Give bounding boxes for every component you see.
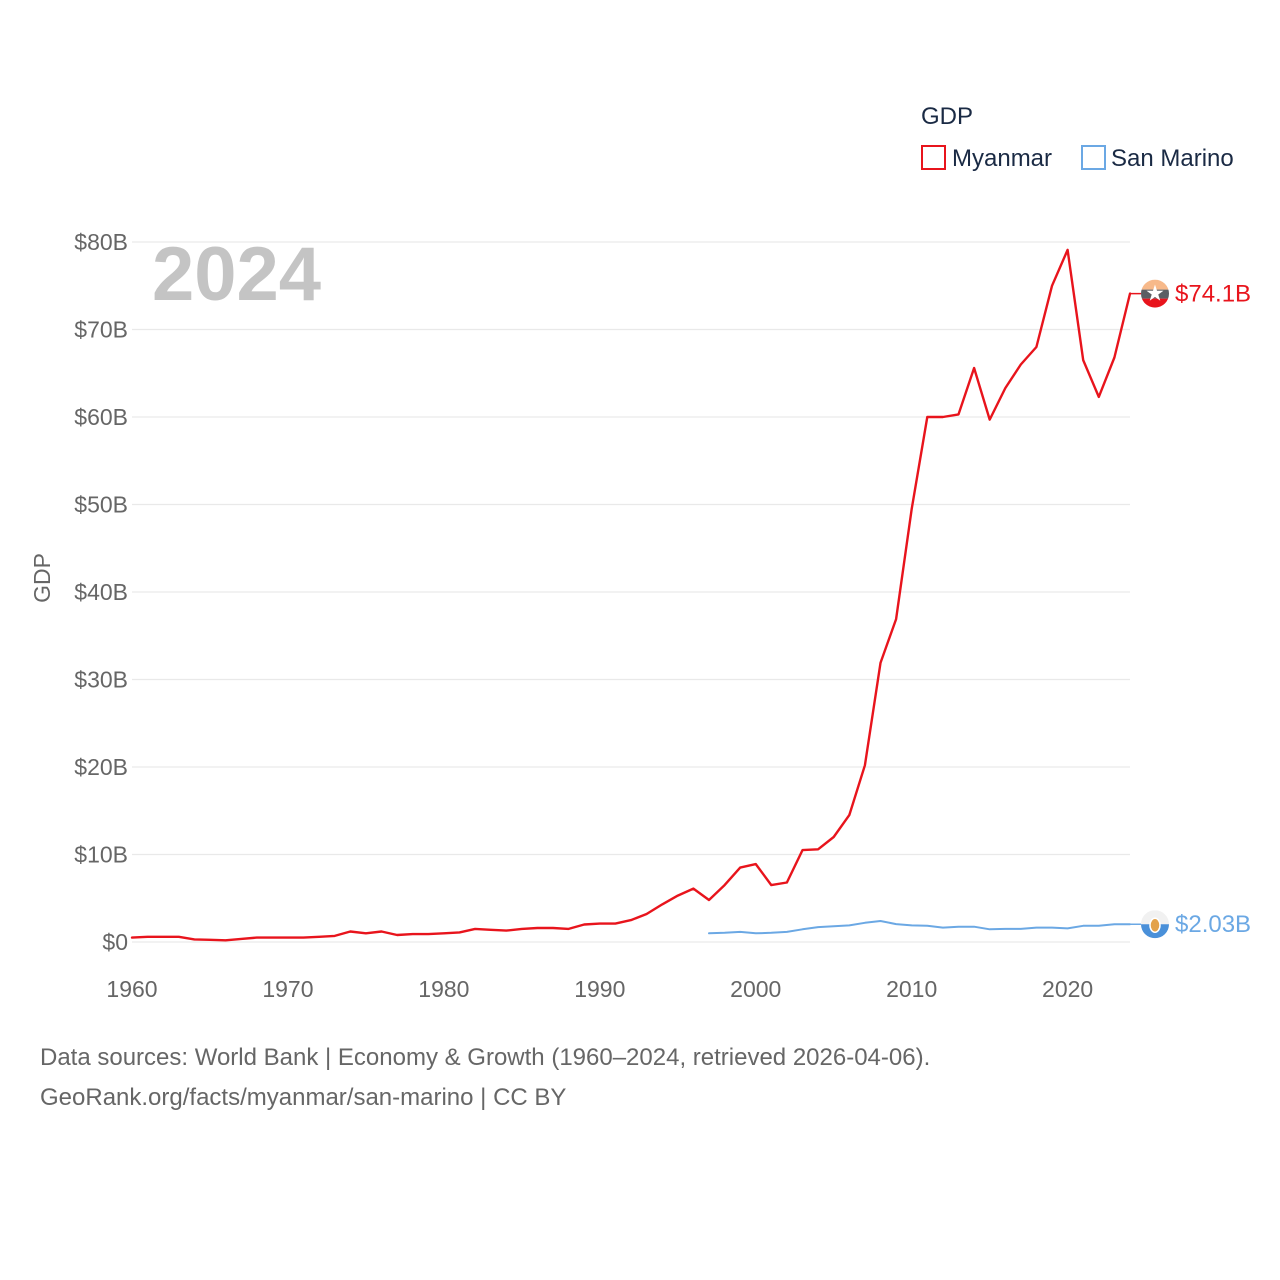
y-tick-label: $10B — [74, 842, 128, 868]
svg-text:★: ★ — [1145, 281, 1165, 306]
axis-ticks: $0 $10B $20B $30B $40B $50B $60B $70B $80B 1960 19… — [74, 229, 1093, 1002]
myanmar-flag-icon: ★ — [1141, 279, 1169, 308]
end-value-label-san-marino: $2.03B — [1175, 911, 1251, 938]
end-value-label-myanmar: $74.1B — [1175, 281, 1251, 308]
grid-lines — [132, 241, 1130, 943]
series-line-myanmar — [130, 248, 1132, 942]
y-tick-label: $40B — [74, 579, 128, 605]
legend-item-san-marino[interactable]: San Marino — [1081, 145, 1234, 172]
legend-swatch-myanmar — [921, 145, 946, 170]
y-axis-title: GDP — [29, 553, 55, 603]
legend-label-myanmar: Myanmar — [952, 145, 1052, 172]
x-tick-label: 2000 — [730, 976, 781, 1002]
y-tick-label: $0 — [102, 929, 128, 955]
legend: GDP Myanmar San Marino — [921, 103, 1234, 172]
legend-item-myanmar[interactable]: Myanmar — [921, 145, 1052, 172]
series-end-markers: ★ $74.1B $2.03B — [1130, 279, 1251, 939]
series-lines — [130, 248, 1132, 942]
series-line-san-marino — [708, 920, 1131, 935]
x-tick-label: 2010 — [886, 976, 937, 1002]
y-tick-label: $50B — [74, 492, 128, 518]
y-tick-label: $80B — [74, 229, 128, 255]
x-tick-label: 1960 — [106, 976, 157, 1002]
x-tick-label: 2020 — [1042, 976, 1093, 1002]
san-marino-flag-icon — [1141, 910, 1169, 939]
year-watermark: 2024 — [152, 232, 321, 317]
x-tick-label: 1970 — [262, 976, 313, 1002]
x-tick-label: 1980 — [418, 976, 469, 1002]
legend-swatch-san-marino — [1081, 145, 1106, 170]
legend-title: GDP — [921, 103, 973, 130]
x-tick-label: 1990 — [574, 976, 625, 1002]
y-tick-label: $60B — [74, 404, 128, 430]
y-tick-label: $20B — [74, 754, 128, 780]
source-line-2: GeoRank.org/facts/myanmar/san-marino | C… — [40, 1084, 567, 1111]
legend-label-san-marino: San Marino — [1111, 145, 1234, 172]
source-line-1: Data sources: World Bank | Economy & Gro… — [40, 1044, 931, 1071]
y-tick-label: $70B — [74, 317, 128, 343]
y-tick-label: $30B — [74, 667, 128, 693]
